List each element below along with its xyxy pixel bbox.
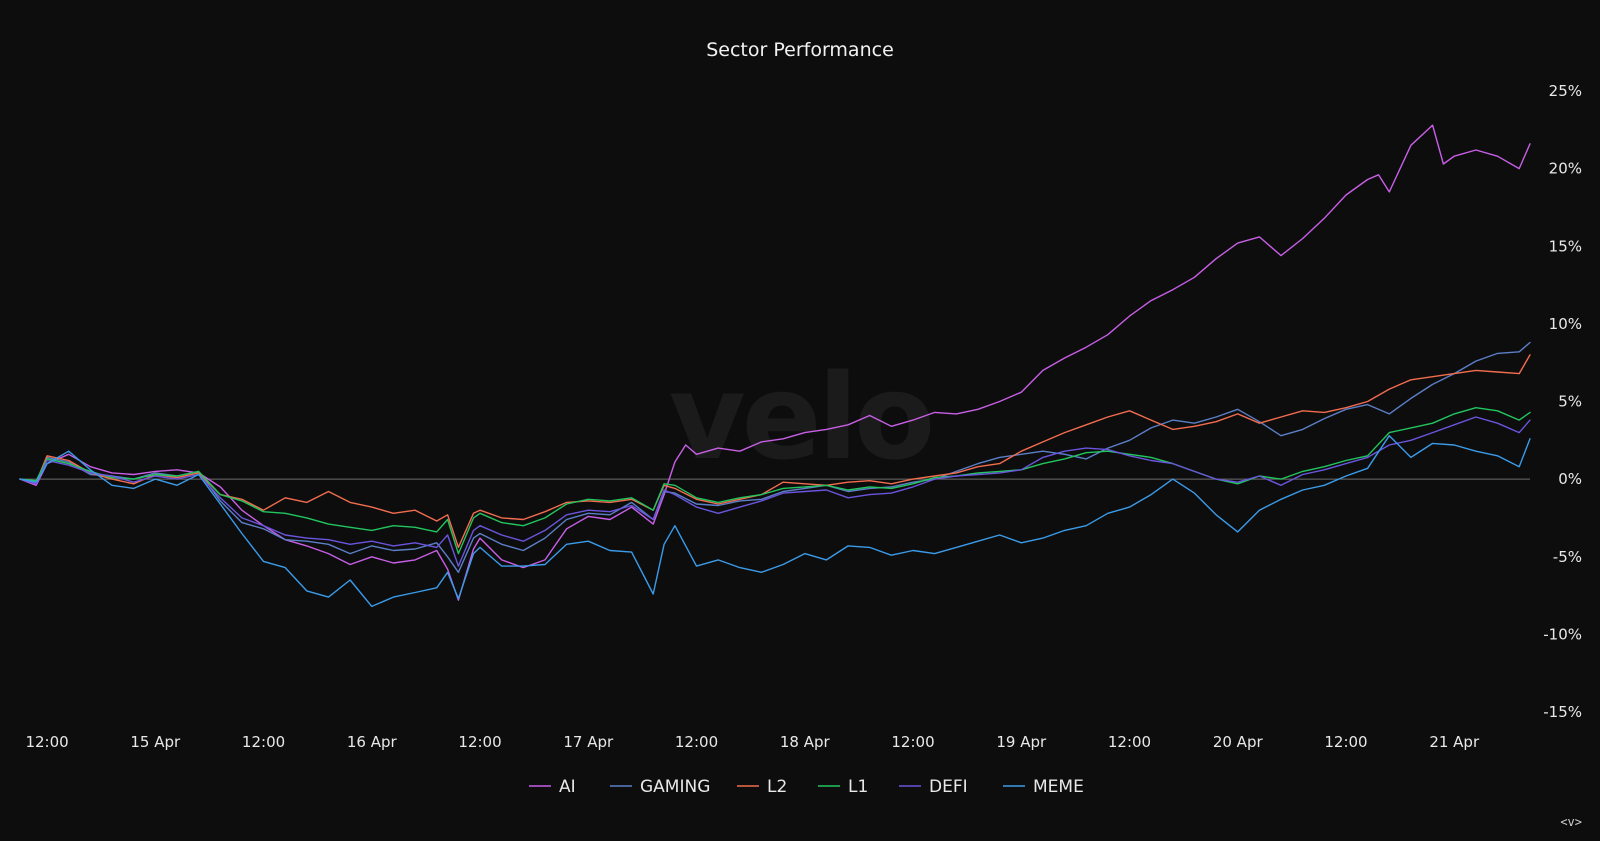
series-line-l2	[19, 354, 1531, 549]
x-tick-label: 18 Apr	[780, 733, 831, 751]
legend-item-ai[interactable]: AI	[529, 777, 576, 797]
legend-label: L1	[848, 777, 868, 797]
x-tick-label: 12:00	[1108, 733, 1151, 751]
x-tick-label: 12:00	[891, 733, 934, 751]
x-tick-label: 20 Apr	[1213, 733, 1264, 751]
x-tick-label: 12:00	[1324, 733, 1367, 751]
x-tick-label: 12:00	[242, 733, 285, 751]
x-tick-label: 12:00	[25, 733, 68, 751]
series-line-l1	[19, 407, 1531, 555]
y-tick-label: 10%	[1549, 315, 1582, 333]
y-tick-label: -5%	[1553, 548, 1582, 566]
legend-label: GAMING	[640, 777, 710, 797]
y-tick-label: -10%	[1543, 625, 1582, 643]
y-tick-label: 15%	[1549, 237, 1582, 255]
x-tick-label: 17 Apr	[563, 733, 614, 751]
y-tick-label: 5%	[1558, 393, 1582, 411]
series-lines	[19, 124, 1531, 608]
y-tick-label: 20%	[1549, 160, 1582, 178]
legend-item-gaming[interactable]: GAMING	[610, 777, 710, 797]
legend-item-l2[interactable]: L2	[737, 777, 787, 797]
legend-label: L2	[767, 777, 787, 797]
chart-title: Sector Performance	[706, 39, 894, 61]
series-line-gaming	[19, 341, 1531, 573]
legend: AI GAMING L2 L1 DEFI MEME	[529, 777, 1084, 797]
x-tick-label: 16 Apr	[347, 733, 398, 751]
expand-toggle-icon[interactable]: <v>	[1560, 815, 1582, 829]
legend-label: DEFI	[929, 777, 968, 797]
legend-item-defi[interactable]: DEFI	[899, 777, 968, 797]
legend-label: AI	[559, 777, 576, 797]
series-line-meme	[19, 435, 1531, 608]
legend-item-meme[interactable]: MEME	[1003, 777, 1084, 797]
x-tick-label: 12:00	[458, 733, 501, 751]
series-line-defi	[19, 416, 1531, 567]
x-tick-label: 19 Apr	[996, 733, 1047, 751]
legend-label: MEME	[1033, 777, 1084, 797]
legend-item-l1[interactable]: L1	[818, 777, 868, 797]
velo-watermark: velo	[669, 348, 931, 486]
y-tick-label: -15%	[1543, 703, 1582, 721]
x-axis: 12:00 15 Apr 12:00 16 Apr 12:00 17 Apr 12:00 18…	[25, 733, 1480, 751]
y-tick-label: 0%	[1558, 470, 1582, 488]
x-tick-label: 15 Apr	[130, 733, 181, 751]
y-axis: 25% 20% 15% 10% 5% 0% -5% -10% -15%	[1543, 82, 1582, 721]
y-tick-label: 25%	[1549, 82, 1582, 100]
x-tick-label: 12:00	[675, 733, 718, 751]
x-tick-label: 21 Apr	[1429, 733, 1480, 751]
